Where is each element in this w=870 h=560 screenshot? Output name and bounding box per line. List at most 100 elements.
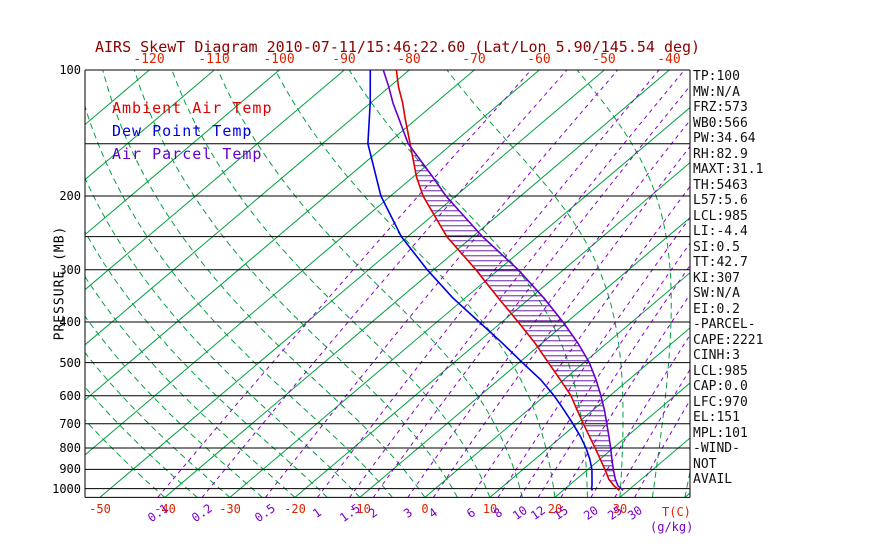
isotherm [85,70,410,346]
isotherm [99,70,605,498]
top-temp-axis: -120 -110 -100 -90 -80 -70 -60 -50 -40 [0,52,870,68]
bottom-temp-tick: 30 [612,502,628,516]
moist-adiabat [85,177,361,498]
top-temp-tick: -80 [397,52,421,67]
pressure-tick: 600 [59,389,81,403]
stat-line: PW:34.64 [693,131,756,146]
mixing-ratio-tick: 1 [310,505,324,521]
stat-line: CINH:3 [693,348,740,363]
moist-adiabat [85,352,231,498]
stat-line: -PARCEL- [693,317,756,332]
moist-adiabat [348,70,588,498]
stat-line: LFC:970 [693,394,748,410]
stat-line: KI:307 [693,270,740,286]
isotherm [85,70,280,236]
pressure-tick: 1000 [52,482,81,496]
parcel-curve [382,70,624,491]
mixing-ratio-tick: 10 [510,503,530,523]
plot-frame [84,70,691,498]
stat-line: TT:42.7 [693,255,748,270]
mixing-ratio-line [349,70,685,498]
moist-adiabat [217,70,523,498]
pressure-tick: 400 [59,315,81,329]
bottom-temp-tick: -40 [154,502,176,516]
stat-line: -WIND- [693,441,740,456]
ambient-curve [395,70,620,491]
mixing-ratio-tick: 12 [528,503,548,523]
stat-line: AVAIL [693,472,733,487]
mixing-ratio-line [316,70,660,498]
stat-line: LCL:985 [693,208,748,224]
temp-unit-label: T(C) [662,505,691,519]
mixing-ratio-line [470,185,690,498]
stat-line: EI:0.2 [693,301,740,317]
stat-line: CAPE:2221 [693,332,764,348]
pressure-tick: 500 [59,356,81,370]
mixing-ratio-tick: 0.5 [252,501,278,525]
mixing-ratio-tick: 3 [401,505,415,521]
mixing-ratio-line [519,242,690,498]
mixing-ratio-tick: 2 [366,505,380,521]
moist-adiabat [85,275,296,498]
stat-line: NOT [693,456,717,472]
moist-adiabat [85,315,263,498]
stat-line: MAXT:31.1 [693,162,764,177]
chart-title: AIRS SkewT Diagram 2010-07-11/15:46:22.6… [95,38,701,56]
mixing-ratio-line [497,216,690,498]
stat-line: TP:100 [693,69,740,84]
top-temp-tick: -110 [198,52,230,67]
pressure-tick: 800 [59,441,81,455]
mixing-ratio-tick: 30 [625,503,645,523]
mixing-ratio-line [560,293,690,498]
bottom-temp-tick: -20 [284,502,306,516]
mixing-ratio-line [157,70,532,498]
stat-line: FRZ:573 [693,100,748,115]
isotherm [229,106,690,498]
mixing-ratio-line [372,85,690,498]
moist-adiabat [85,230,328,498]
sounding-curves [367,70,624,491]
moist-adiabat [85,104,393,498]
stat-line: L57:5.6 [693,193,748,208]
bottom-temp-tick: 20 [547,502,563,516]
isotherm [164,70,670,498]
moist-adiabat [274,70,556,498]
moist-adiabat [133,70,458,498]
mixing-ratio-line [537,264,690,498]
pressure-tick: 200 [59,189,81,203]
isotherm [359,217,690,498]
moist-adiabat [85,419,166,498]
pressure-tick: 300 [59,263,81,277]
isotherm [554,382,690,498]
stat-line: EL:151 [693,410,740,425]
mixing-ratio-line [590,334,690,498]
moist-adiabat [576,70,672,498]
mixing-ratio-tick: 0.2 [189,501,215,525]
top-temp-tick: -90 [332,52,356,67]
isotherm [85,70,215,181]
dewpoint-curve [367,70,594,491]
stat-line: LCL:985 [693,363,748,379]
stat-line: SI:0.5 [693,239,740,255]
stat-line: LI:-4.4 [693,224,748,239]
stat-line: WB0:566 [693,115,748,131]
top-temp-tick: -50 [592,52,616,67]
isotherm [294,161,690,498]
top-temp-tick: -70 [462,52,486,67]
isotherm [85,70,475,401]
moist-adiabat [85,386,198,498]
stat-line: SW:N/A [693,286,740,301]
stat-line: MPL:101 [693,425,748,441]
moist-adiabat [171,70,491,498]
stat-line: MW:N/A [693,84,740,100]
cape-hatch [412,155,616,482]
bottom-temp-tick: -10 [349,502,371,516]
pressure-tick: 700 [59,417,81,431]
top-temp-tick: -60 [527,52,551,67]
pressure-tick: 100 [59,63,81,77]
mixing-ratio-line [432,145,690,498]
mixing-unit-label: (g/kg) [650,520,694,534]
